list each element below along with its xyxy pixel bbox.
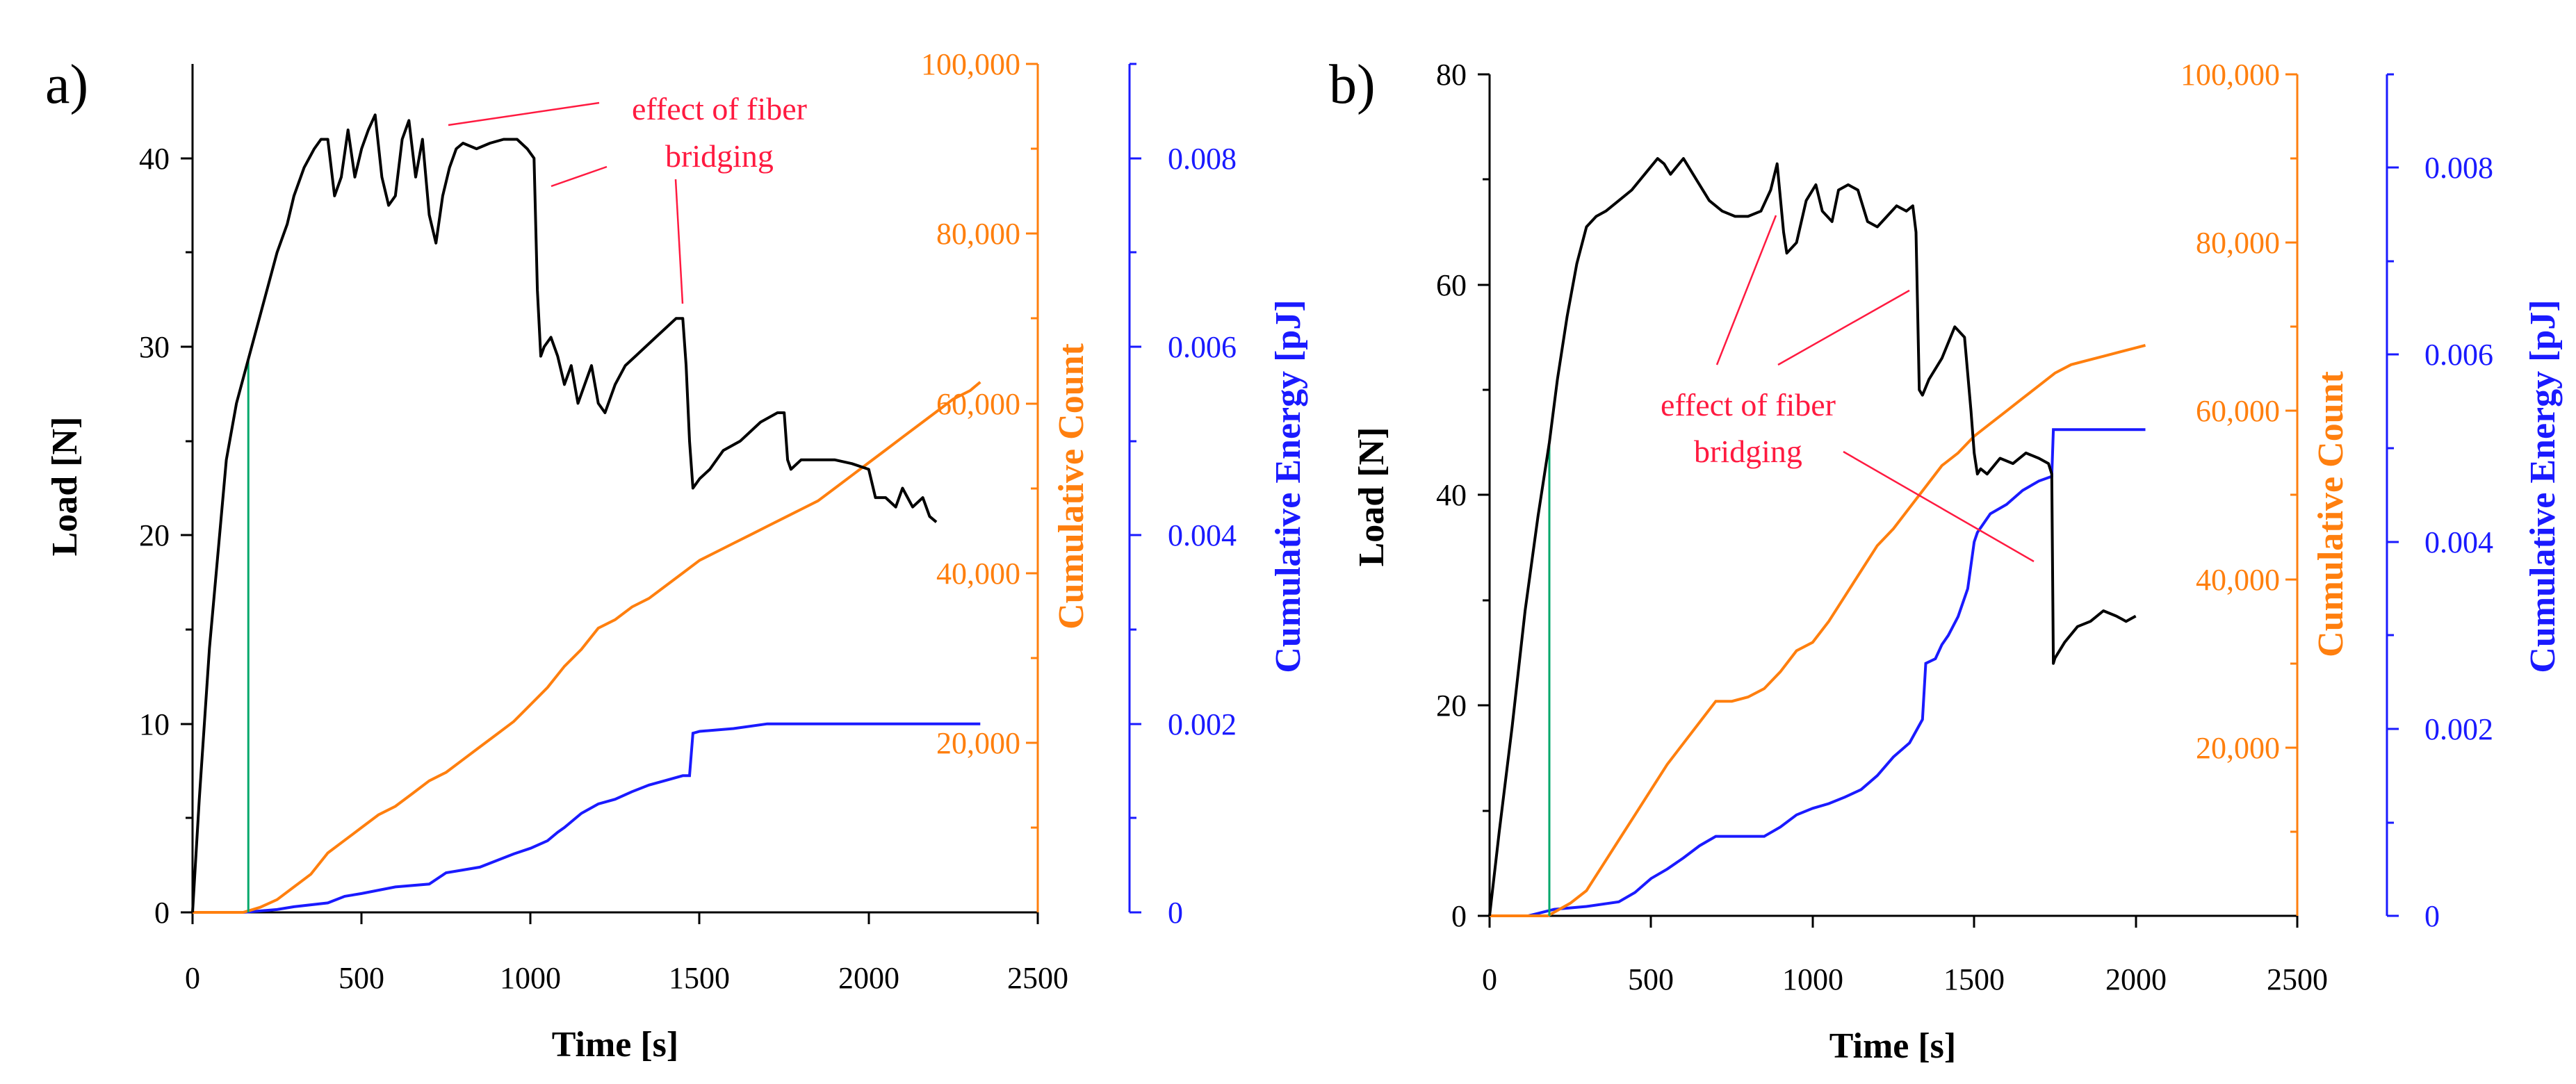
- panel-b-annotation-line1: effect of fiber: [1661, 387, 1836, 422]
- panel-a-xtick-label: 1500: [669, 961, 730, 995]
- panel-a-count-tick-label: 80,000: [936, 217, 1020, 251]
- panel-b-count-tick-label: 20,000: [2196, 731, 2280, 765]
- panel-a-count-title: Cumulative Count: [1052, 343, 1091, 629]
- panel-b-count-tick-label: 100,000: [2180, 58, 2280, 92]
- panel-b-energy-tick-label: 0.008: [2424, 151, 2493, 185]
- panel-a-xtick-label: 0: [185, 961, 200, 995]
- panel-b-count-ticks: 20,000 40,000 60,000 80,000 100,000: [2180, 58, 2297, 833]
- panel-b-label: b): [1329, 54, 1376, 115]
- panel-b-xtick-label: 2500: [2267, 962, 2328, 996]
- panel-b: b) 0 500 1000 1500 2000 2500: [1329, 54, 2563, 1066]
- panel-b-load-tick-label: 0: [1451, 899, 1467, 933]
- panel-b-count-tick-label: 80,000: [2196, 226, 2280, 260]
- panel-a-energy-tick-label: 0: [1168, 896, 1183, 930]
- panel-a-load-tick-label: 10: [139, 707, 170, 741]
- panel-a-series-cumulative-energy: [193, 722, 981, 914]
- panel-a-load-tick-label: 20: [139, 518, 170, 552]
- panel-a-annotation-line2: bridging: [665, 138, 774, 174]
- panel-b-energy-tick-label: 0.004: [2424, 525, 2493, 559]
- panel-b-load-tick-label: 40: [1436, 478, 1467, 512]
- panel-b-x-title: Time [s]: [1829, 1026, 1956, 1066]
- panel-b-count-tick-label: 40,000: [2196, 563, 2280, 597]
- panel-b-xtick-label: 2000: [2105, 962, 2167, 996]
- panel-b-series-cumulative-energy: [1490, 428, 2146, 917]
- panel-a-load-tick-label: 0: [154, 896, 170, 930]
- panel-b-series-cumulative-count: [1490, 343, 2146, 917]
- panel-a-load-tick-label: 30: [139, 330, 170, 364]
- panel-b-energy-title: Cumulative Energy [pJ]: [2523, 299, 2563, 673]
- panel-b-energy-ticks: 0 0.002 0.004 0.006 0.008: [2387, 73, 2493, 933]
- panel-b-load-ticks: 0 20 40 60 80: [1436, 58, 1490, 933]
- panel-a-x-ticks: 0 500 1000 1500 2000 2500: [185, 912, 1068, 995]
- panel-b-annotation-arrow: [1843, 450, 2035, 563]
- panel-b-energy-tick-label: 0: [2424, 899, 2440, 933]
- panel-b-annotation: effect of fiber bridging: [1661, 215, 2035, 563]
- panel-b-annotation-arrow: [1777, 289, 1910, 366]
- panel-b-count-tick-label: 60,000: [2196, 394, 2280, 428]
- panel-b-x-ticks: 0 500 1000 1500 2000 2500: [1482, 916, 2328, 996]
- panel-b-series-load: [1488, 157, 2137, 917]
- panel-a-count-ticks: 20,000 40,000 60,000 80,000 100,000: [921, 47, 1038, 829]
- panel-a-annotation: effect of fiber bridging: [448, 91, 807, 304]
- panel-a-count-tick-label: 100,000: [921, 47, 1020, 81]
- panel-b-xtick-label: 1500: [1943, 962, 2005, 996]
- panel-b-energy-tick-label: 0.002: [2424, 712, 2493, 746]
- panel-b-annotation-arrow: [1715, 215, 1777, 366]
- panel-b-xtick-label: 1000: [1782, 962, 1843, 996]
- panel-a-annotation-arrow: [448, 101, 600, 126]
- panel-a-energy-tick-label: 0.002: [1168, 707, 1237, 741]
- panel-a-energy-title: Cumulative Energy [pJ]: [1269, 299, 1308, 673]
- panel-a-load-title: Load [N]: [45, 417, 85, 557]
- panel-a: a) 0 500 1000 1500 2000 2500: [45, 47, 1308, 1065]
- panel-b-annotation-line2: bridging: [1694, 434, 1802, 469]
- panel-a-annotation-arrow: [551, 165, 608, 188]
- panel-a-xtick-label: 2000: [838, 961, 899, 995]
- panel-a-x-title: Time [s]: [552, 1025, 678, 1065]
- panel-a-count-tick-label: 60,000: [936, 387, 1020, 421]
- panel-b-energy-tick-label: 0.006: [2424, 338, 2493, 372]
- panel-a-series-load: [191, 113, 938, 913]
- panel-b-load-tick-label: 80: [1436, 58, 1467, 92]
- panel-a-xtick-label: 1000: [500, 961, 561, 995]
- panel-a-count-tick-label: 40,000: [936, 557, 1020, 591]
- panel-b-count-title: Cumulative Count: [2311, 370, 2351, 657]
- panel-a-energy-tick-label: 0.008: [1168, 142, 1237, 176]
- panel-b-xtick-label: 0: [1482, 962, 1497, 996]
- panel-a-count-tick-label: 20,000: [936, 726, 1020, 760]
- panel-a-annotation-arrow: [674, 179, 684, 304]
- panel-a-xtick-label: 2500: [1007, 961, 1068, 995]
- panel-a-annotation-line1: effect of fiber: [632, 91, 807, 126]
- panel-a-energy-tick-label: 0.006: [1168, 330, 1237, 364]
- panel-b-load-title: Load [N]: [1352, 427, 1392, 567]
- panel-b-load-tick-label: 20: [1436, 689, 1467, 723]
- panel-a-label: a): [45, 54, 88, 115]
- panel-a-xtick-label: 500: [339, 961, 384, 995]
- panel-b-xtick-label: 500: [1628, 962, 1674, 996]
- panel-a-energy-tick-label: 0.004: [1168, 518, 1237, 552]
- panel-a-series-cumulative-count: [193, 381, 981, 914]
- panel-b-load-tick-label: 60: [1436, 268, 1467, 302]
- panel-a-load-tick-label: 40: [139, 142, 170, 176]
- panel-a-energy-ticks: 0 0.002 0.004 0.006 0.008: [1130, 63, 1237, 930]
- panel-a-load-ticks: 0 10 20 30 40: [139, 142, 193, 930]
